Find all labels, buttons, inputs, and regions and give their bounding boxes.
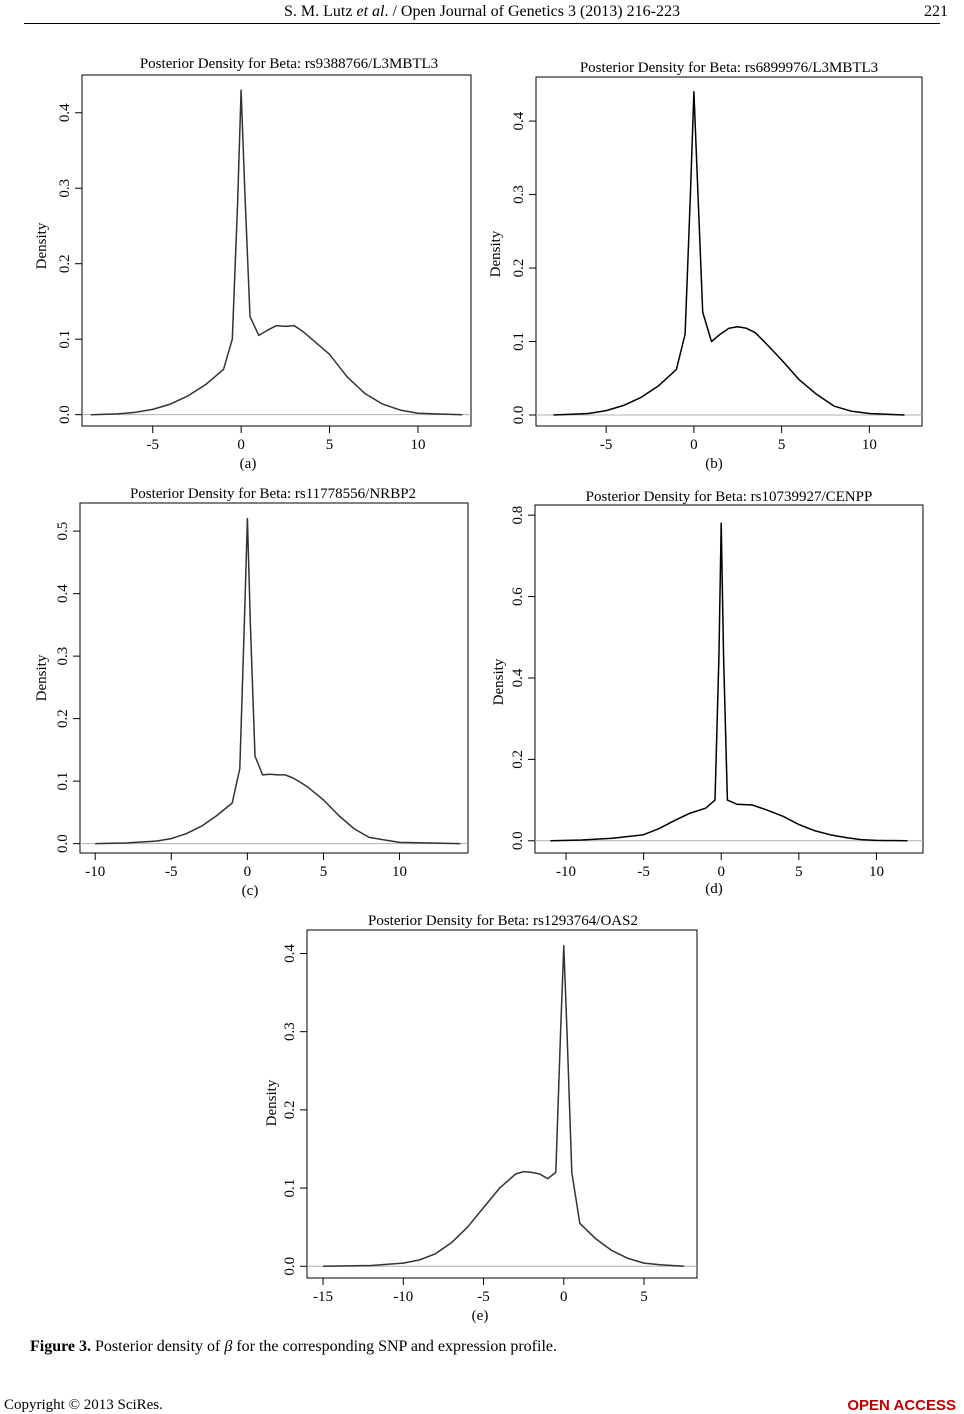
x-tick-label: 0 [690,437,698,453]
y-tick-label: 0.2 [511,259,527,278]
y-axis-label: Density [264,1079,280,1126]
y-tick-label: 0.1 [511,332,527,351]
density-curve [550,522,908,842]
panel-label: (d) [705,881,723,897]
x-tick-label: -10 [556,864,576,880]
x-tick-label: -5 [146,437,159,453]
y-tick-label: 0.0 [282,1257,298,1276]
y-tick-label: 0.4 [511,111,527,130]
y-tick-label: 0.2 [57,254,73,273]
x-tick-label: 10 [869,864,884,880]
chart-title: Posterior Density for Beta: rs6899976/L3… [580,60,878,76]
x-tick-label: 0 [244,864,252,880]
x-tick-label: -5 [477,1289,490,1305]
x-tick-label: 5 [778,437,786,453]
x-tick-label: -15 [313,1289,333,1305]
panel-label: (a) [240,456,257,472]
density-curve [553,90,905,416]
y-tick-label: 0.2 [282,1100,298,1119]
y-tick-label: 0.0 [511,406,527,425]
y-tick-label: 0.0 [55,834,71,853]
panel-label: (b) [705,456,723,472]
y-tick-label: 0.6 [510,587,526,606]
figure-caption: Figure 3. Posterior density of β for the… [30,1338,557,1355]
x-tick-label: 10 [410,437,425,453]
y-tick-label: 0.4 [282,944,298,963]
y-tick-label: 0.4 [57,103,73,122]
x-tick-label: 0 [560,1289,568,1305]
page-number: 221 [924,3,948,20]
density-curve [95,517,461,845]
x-tick-label: 0 [717,864,725,880]
x-tick-label: 0 [237,437,245,453]
y-tick-label: 0.2 [510,750,526,769]
plot-frame [79,502,469,854]
x-tick-label: -10 [393,1289,413,1305]
chart-title: Posterior Density for Beta: rs11778556/N… [130,486,416,502]
x-tick-label: 5 [795,864,803,880]
x-tick-label: -5 [600,437,613,453]
open-access-label: OPEN ACCESS [847,1397,956,1414]
y-axis-label: Density [34,654,50,701]
running-header: S. M. Lutz et al. / Open Journal of Gene… [284,3,680,20]
plot-frame [535,76,923,427]
plot-frame [534,504,924,854]
x-tick-label: -5 [165,864,178,880]
plot-frame [306,929,698,1279]
chart-title: Posterior Density for Beta: rs9388766/L3… [140,56,438,72]
y-axis-label: Density [491,658,507,705]
panel-label: (c) [242,883,259,899]
y-axis-label: Density [488,230,504,277]
y-tick-label: 0.0 [57,405,73,424]
y-tick-label: 0.8 [510,506,526,525]
y-tick-label: 0.1 [57,330,73,349]
y-axis-label: Density [34,222,50,269]
y-tick-label: 0.1 [55,772,71,791]
y-tick-label: 0.4 [510,668,526,687]
x-tick-label: -5 [637,864,650,880]
y-tick-label: 0.2 [55,709,71,728]
y-tick-label: 0.1 [282,1179,298,1198]
copyright-notice: Copyright © 2013 SciRes. [4,1397,163,1413]
y-tick-label: 0.3 [511,185,527,204]
x-tick-label: 10 [392,864,407,880]
x-tick-label: 5 [640,1289,648,1305]
x-tick-label: 10 [862,437,877,453]
density-curve [322,944,685,1268]
density-curve [90,89,463,416]
header-rule [24,23,940,24]
y-tick-label: 0.5 [55,522,71,541]
chart-title: Posterior Density for Beta: rs1293764/OA… [368,913,638,929]
y-tick-label: 0.4 [55,584,71,603]
x-tick-label: 5 [326,437,334,453]
y-tick-label: 0.3 [57,179,73,198]
y-tick-label: 0.0 [510,831,526,850]
panel-label: (e) [472,1308,489,1324]
y-tick-label: 0.3 [55,647,71,666]
page-header: S. M. Lutz et al. / Open Journal of Gene… [0,0,964,24]
x-tick-label: 5 [320,864,328,880]
x-tick-label: -10 [85,864,105,880]
y-tick-label: 0.3 [282,1022,298,1041]
plot-frame [81,74,472,427]
chart-title: Posterior Density for Beta: rs10739927/C… [586,489,873,505]
